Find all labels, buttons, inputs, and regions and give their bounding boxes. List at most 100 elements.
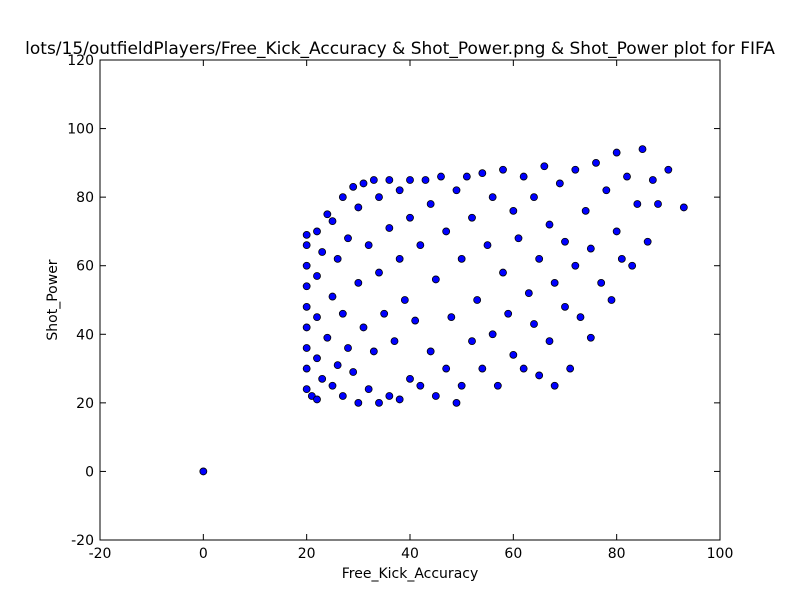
scatter-point [576, 313, 585, 322]
scatter-point [664, 165, 673, 174]
x-tick-label: 60 [504, 546, 522, 562]
scatter-point [530, 193, 538, 202]
scatter-point [545, 220, 554, 229]
scatter-point [431, 392, 440, 400]
scatter-point [333, 361, 342, 370]
scatter-point [375, 398, 383, 407]
scatter-point [638, 145, 647, 154]
scatter-point [359, 179, 368, 188]
x-tick-label: 100 [707, 546, 734, 562]
scatter-point [612, 148, 621, 157]
y-tick-label: 20 [76, 396, 94, 412]
scatter-point [323, 333, 332, 342]
chart-title: lots/15/outfieldPlayers/Free_Kick_Accura… [25, 39, 775, 59]
scatter-point [535, 371, 544, 380]
y-tick-label: 120 [67, 53, 94, 69]
x-tick-label: 40 [401, 546, 419, 562]
scatter-point [349, 368, 358, 376]
scatter-point [406, 213, 414, 222]
scatter-point [369, 176, 378, 184]
scatter-point [654, 200, 662, 208]
scatter-point [313, 395, 321, 404]
scatter-point [581, 206, 590, 215]
scatter-point [313, 354, 321, 363]
y-tick-label: 100 [67, 122, 94, 138]
x-tick-label: 0 [199, 546, 208, 562]
scatter-point [452, 186, 461, 195]
scatter-point [406, 374, 414, 383]
scatter-point [623, 172, 631, 181]
y-axis-label: Shot_Power [45, 259, 61, 340]
scatter-point [473, 296, 482, 304]
scatter-point [328, 217, 337, 226]
scatter-point [607, 296, 616, 304]
scatter-point [561, 237, 569, 246]
scatter-point [431, 275, 440, 284]
scatter-point [318, 374, 327, 383]
y-tick-label: 40 [76, 327, 94, 343]
scatter-point [344, 234, 352, 243]
scatter-point [602, 186, 611, 195]
points-layer [199, 145, 688, 476]
scatter-point [483, 241, 492, 250]
scatter-point [524, 289, 533, 298]
scatter-point [354, 278, 363, 287]
scatter-point [545, 337, 554, 346]
y-tick-label: 60 [76, 259, 94, 275]
scatter-point [354, 203, 363, 212]
scatter-point [406, 176, 414, 184]
scatter-point [354, 398, 363, 407]
scatter-point [385, 392, 394, 400]
scatter-point [380, 309, 389, 318]
scatter-point [442, 227, 451, 236]
scatter-point [561, 302, 569, 311]
scatter-point [514, 234, 523, 243]
scatter-point [571, 261, 580, 270]
scatter-point [617, 254, 626, 263]
x-axis-label: Free_Kick_Accuracy [342, 566, 479, 582]
scatter-point [566, 364, 575, 373]
scatter-point [199, 467, 208, 476]
scatter-point [302, 385, 311, 394]
scatter-point [302, 241, 311, 250]
scatter-point [302, 302, 311, 311]
scatter-point [519, 364, 528, 373]
x-tick-label: -20 [89, 546, 112, 562]
y-tick-label: 80 [76, 190, 94, 206]
scatter-point [592, 158, 600, 167]
scatter-point [364, 385, 373, 394]
scatter-point [395, 395, 404, 404]
scatter-point [488, 193, 497, 202]
scatter-point [364, 241, 373, 250]
scatter-point [679, 203, 688, 212]
scatter-point [648, 176, 657, 184]
scatter-point [504, 309, 513, 318]
scatter-point [468, 337, 476, 346]
x-axis-ticks: -20 0 20 40 60 80 100 [89, 60, 734, 562]
scatter-point [313, 313, 321, 322]
scatter-point [426, 200, 435, 208]
scatter-point [416, 381, 425, 390]
scatter-point [349, 182, 358, 191]
scatter-point [488, 330, 497, 339]
scatter-point [302, 282, 311, 291]
scatter-point [318, 248, 327, 256]
y-axis-ticks: -20 0 20 40 60 80 100 120 [67, 53, 720, 549]
scatter-point [462, 172, 471, 181]
scatter-point [633, 200, 642, 208]
scatter-point [302, 230, 311, 239]
scatter-point [302, 261, 311, 270]
scatter-point [400, 296, 409, 304]
scatter-point [328, 292, 337, 301]
scatter-point [385, 176, 394, 184]
scatter-point [313, 272, 321, 280]
scatter-point [550, 278, 559, 287]
scatter-point [338, 193, 347, 202]
scatter-point [612, 227, 621, 236]
scatter-point [369, 347, 378, 356]
scatter-point [530, 320, 538, 328]
scatter-point [535, 254, 544, 263]
scatter-point [442, 364, 451, 373]
scatter-point [540, 162, 549, 171]
scatter-point [416, 241, 425, 250]
